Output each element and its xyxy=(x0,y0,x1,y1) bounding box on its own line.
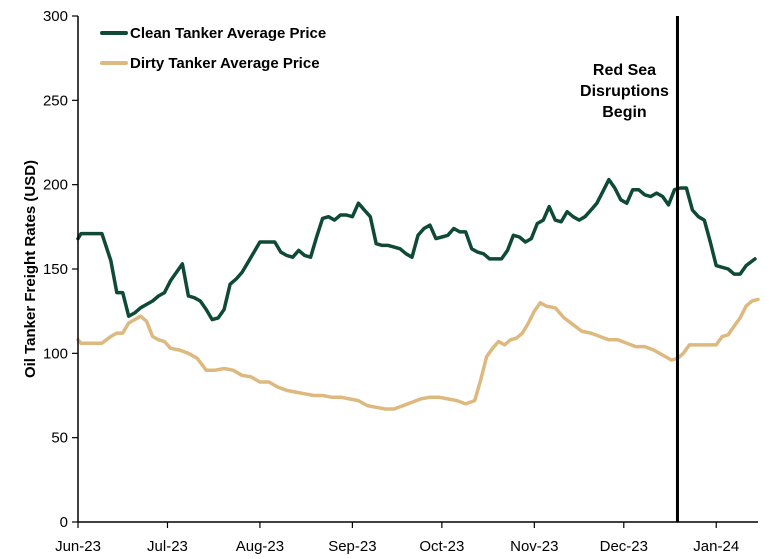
x-tick-label: Aug-23 xyxy=(236,538,284,555)
legend-label: Clean Tanker Average Price xyxy=(130,25,326,42)
y-ticks-layer: 0 50 100 150 200 250 300 xyxy=(43,8,78,531)
x-tick-label: Oct-23 xyxy=(419,538,464,555)
y-tick-label: 100 xyxy=(43,345,68,362)
series-line-clean xyxy=(76,177,757,322)
legend: Clean Tanker Average Price Dirty Tanker A… xyxy=(100,25,326,72)
annotation-layer: Red Sea Disruptions Begin xyxy=(580,16,679,522)
series-line-dirty xyxy=(76,297,760,411)
y-tick-label: 300 xyxy=(43,8,68,25)
x-tick-label: Jan-24 xyxy=(693,538,739,555)
y-tick-label: 50 xyxy=(51,430,68,447)
y-tick-label: 150 xyxy=(43,261,68,278)
annotation-text: Red Sea xyxy=(593,62,656,79)
x-ticks-layer: Jun-23 Jul-23 Aug-23 Sep-23 Oct-23 Nov-23 Dec-… xyxy=(55,522,739,555)
series-lines-layer xyxy=(76,177,760,411)
x-tick-label: Jul-23 xyxy=(147,538,188,555)
y-tick-label: 200 xyxy=(43,177,68,194)
annotation-text: Begin xyxy=(602,104,646,121)
x-tick-label: Jun-23 xyxy=(55,538,101,555)
annotation-text: Disruptions xyxy=(580,83,669,100)
y-axis-title: Oil Tanker Freight Rates (USD) xyxy=(22,160,39,378)
x-tick-label: Nov-23 xyxy=(510,538,558,555)
y-tick-label: 0 xyxy=(60,514,68,531)
x-tick-label: Dec-23 xyxy=(600,538,648,555)
legend-label: Dirty Tanker Average Price xyxy=(130,55,320,72)
x-tick-label: Sep-23 xyxy=(328,538,376,555)
y-tick-label: 250 xyxy=(43,92,68,109)
